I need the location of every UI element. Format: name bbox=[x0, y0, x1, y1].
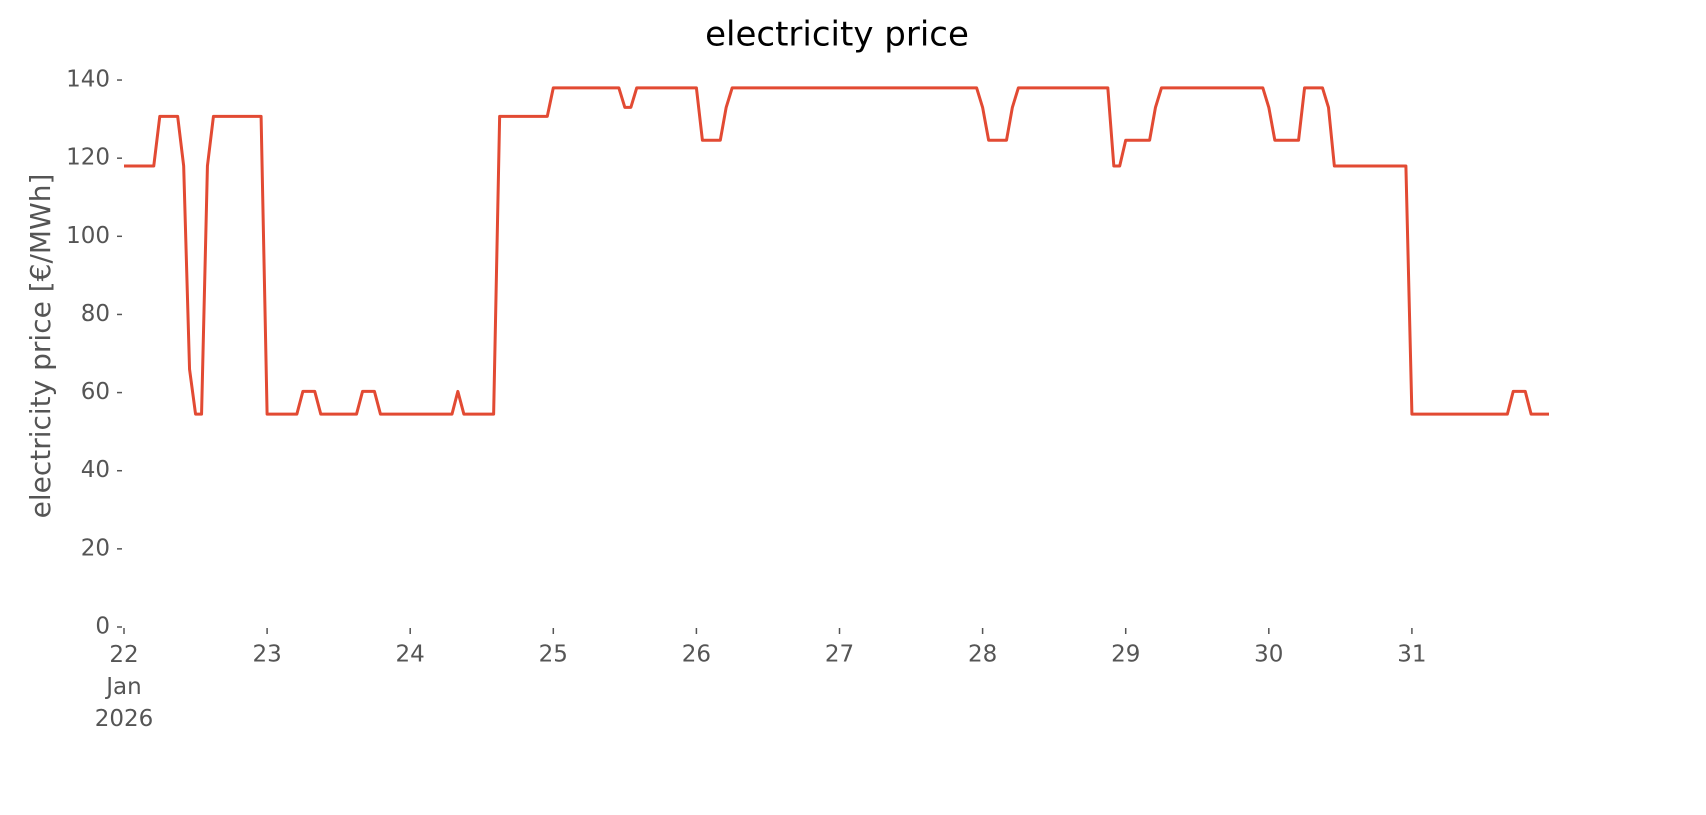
y-tick-label: 120 bbox=[66, 145, 110, 171]
x-tick-label: 31 bbox=[1397, 642, 1426, 668]
y-tick-label: 80 bbox=[81, 301, 110, 327]
x-tick-label: 30 bbox=[1254, 642, 1283, 668]
x-tick-label: 25 bbox=[539, 642, 568, 668]
chart-title: electricity price bbox=[705, 15, 969, 55]
y-tick-label: 60 bbox=[81, 379, 110, 405]
x-tick-label: 24 bbox=[396, 642, 425, 668]
y-axis-label: electricity price [€/MWh] bbox=[24, 174, 57, 519]
y-tick-label: 140 bbox=[66, 67, 110, 93]
y-tick-label: 100 bbox=[66, 223, 110, 249]
x-tick-label: 29 bbox=[1111, 642, 1140, 668]
y-tick-label: 20 bbox=[81, 535, 110, 561]
x-tick-label: 22 Jan 2026 bbox=[95, 642, 154, 732]
x-tick-label: 28 bbox=[968, 642, 997, 668]
y-tick-label: 0 bbox=[95, 614, 110, 640]
x-tick-label: 23 bbox=[252, 642, 281, 668]
x-tick-label: 26 bbox=[682, 642, 711, 668]
x-tick-label: 27 bbox=[825, 642, 854, 668]
price-line bbox=[124, 86, 1549, 416]
y-tick-label: 40 bbox=[81, 457, 110, 483]
